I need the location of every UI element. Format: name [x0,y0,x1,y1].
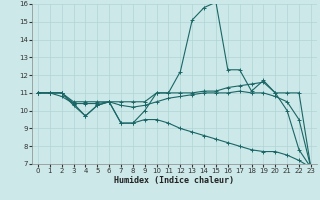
X-axis label: Humidex (Indice chaleur): Humidex (Indice chaleur) [115,176,234,185]
